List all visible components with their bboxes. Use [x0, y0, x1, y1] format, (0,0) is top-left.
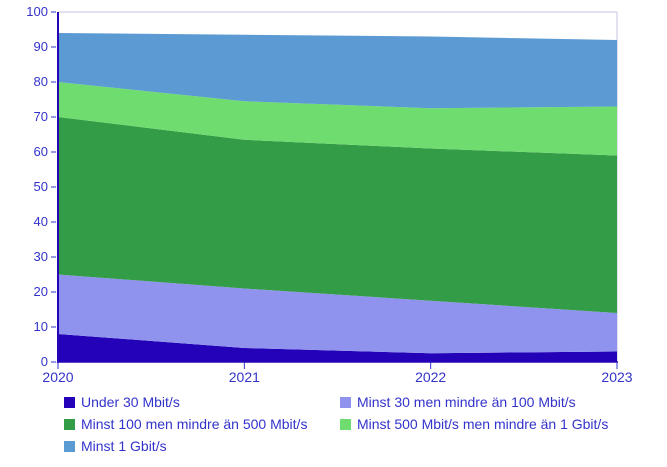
svg-text:10: 10: [34, 319, 48, 334]
legend-swatch-100-500: [64, 419, 75, 430]
legend-item-100-500: Minst 100 men mindre än 500 Mbit/s: [64, 417, 340, 432]
chart-legend: Under 30 Mbit/s Minst 30 men mindre än 1…: [64, 395, 667, 454]
legend-item-500-1g: Minst 500 Mbit/s men mindre än 1 Gbit/s: [340, 417, 667, 432]
legend-label: Minst 1 Gbit/s: [81, 438, 167, 454]
legend-swatch-30-100: [340, 397, 351, 408]
legend-label: Minst 30 men mindre än 100 Mbit/s: [357, 394, 576, 410]
svg-text:100: 100: [26, 4, 48, 19]
svg-text:30: 30: [34, 249, 48, 264]
svg-text:90: 90: [34, 39, 48, 54]
legend-label: Minst 500 Mbit/s men mindre än 1 Gbit/s: [357, 416, 609, 432]
legend-label: Under 30 Mbit/s: [81, 394, 180, 410]
legend-swatch-under-30: [64, 397, 75, 408]
svg-text:2020: 2020: [42, 369, 73, 385]
broadband-speed-stacked-area-chart: 0 10 20 30 40 50 60 70 80 90 100 2020 2021 2022 2023 U…: [26, 4, 667, 454]
svg-text:50: 50: [34, 179, 48, 194]
svg-text:60: 60: [34, 144, 48, 159]
svg-text:0: 0: [41, 354, 48, 369]
svg-text:70: 70: [34, 109, 48, 124]
legend-item-under-30: Under 30 Mbit/s: [64, 395, 340, 410]
svg-text:40: 40: [34, 214, 48, 229]
svg-text:80: 80: [34, 74, 48, 89]
legend-item-30-100: Minst 30 men mindre än 100 Mbit/s: [340, 395, 667, 410]
svg-text:2023: 2023: [601, 369, 632, 385]
legend-swatch-500-1g: [340, 419, 351, 430]
stacked-area-chart: 0 10 20 30 40 50 60 70 80 90 100 2020 2021 2022 2023: [26, 4, 632, 385]
legend-item-1g: Minst 1 Gbit/s: [64, 439, 340, 454]
legend-swatch-1g: [64, 441, 75, 452]
svg-text:2022: 2022: [415, 369, 446, 385]
svg-text:20: 20: [34, 284, 48, 299]
legend-label: Minst 100 men mindre än 500 Mbit/s: [81, 416, 308, 432]
svg-text:2021: 2021: [229, 369, 260, 385]
